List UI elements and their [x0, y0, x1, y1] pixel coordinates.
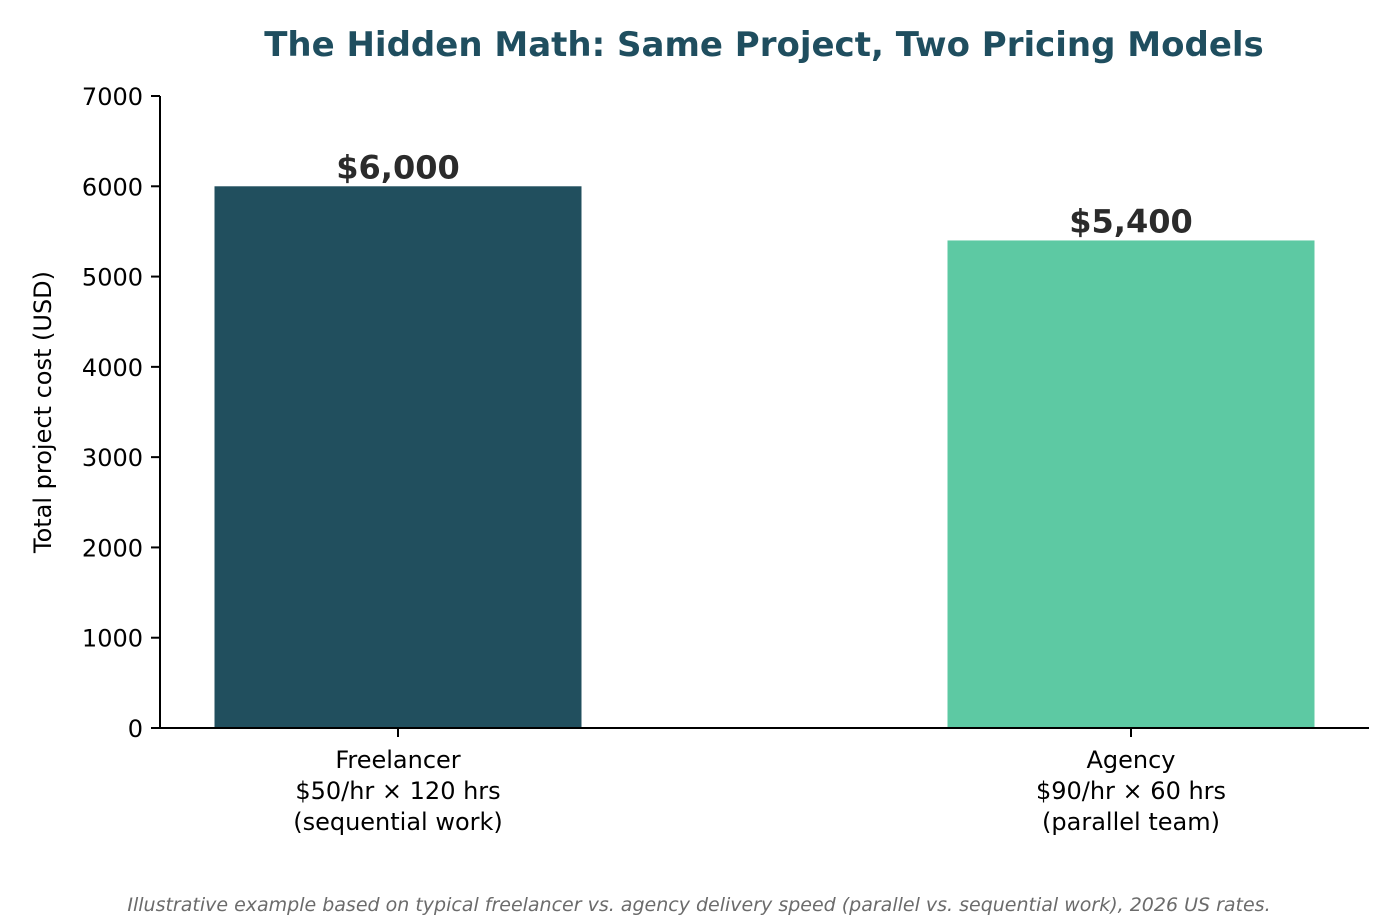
x-tick-label-0-line-2: (sequential work) [293, 808, 503, 836]
x-tick-label-1-line-0: Agency [1086, 746, 1175, 774]
bar-1 [947, 240, 1315, 728]
footnote: Illustrative example based on typical fr… [127, 894, 1270, 916]
chart-title: The Hidden Math: Same Project, Two Prici… [264, 25, 1264, 65]
y-tick-label-5: 5000 [82, 264, 143, 292]
x-tick-label-0: Freelancer $50/hr × 120 hrs (sequential wo… [293, 746, 503, 836]
y-tick-label-7: 7000 [82, 83, 143, 111]
y-tick-label-6: 6000 [82, 173, 143, 201]
y-tick-label-1: 1000 [82, 625, 143, 653]
value-label-1: $5,400 [1069, 202, 1192, 240]
x-tick-label-0-line-1: $50/hr × 120 hrs [295, 777, 500, 805]
y-tick-label-2: 2000 [82, 534, 143, 562]
x-tick-label-1-line-2: (parallel team) [1042, 808, 1220, 836]
y-axis-label: Total project cost (USD) [29, 271, 57, 554]
y-tick-label-0: 0 [128, 715, 143, 743]
x-tick-label-1-line-1: $90/hr × 60 hrs [1036, 777, 1226, 805]
bars-layer: $6,000 $5,400 [214, 148, 1315, 729]
bar-0 [214, 186, 582, 729]
y-tick-label-3: 3000 [82, 444, 143, 472]
y-tick-label-4: 4000 [82, 354, 143, 382]
x-tick-label-1: Agency $90/hr × 60 hrs (parallel team) [1036, 746, 1226, 836]
x-tick-label-0-line-0: Freelancer [335, 746, 460, 774]
axes-layer: 0 1000 2000 3000 4000 5000 6000 7000 Freelancer $… [82, 83, 1369, 836]
value-label-0: $6,000 [336, 148, 459, 186]
